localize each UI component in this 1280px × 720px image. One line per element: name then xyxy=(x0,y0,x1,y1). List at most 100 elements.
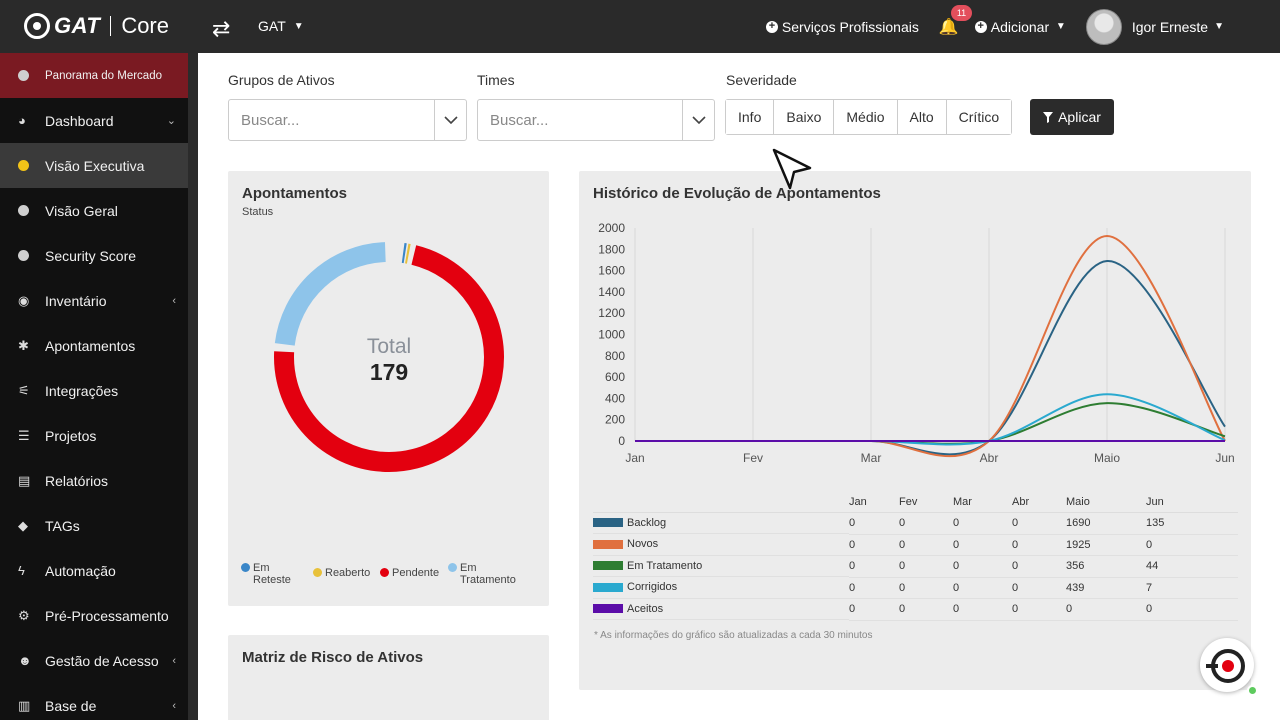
asset-groups-select[interactable]: Buscar... xyxy=(228,99,467,141)
sidebar-item-label: Gestão de Acesso xyxy=(45,652,159,669)
value-cell: 0 xyxy=(953,512,1012,535)
sidebar-item-integrations[interactable]: ⚟ Integrações xyxy=(0,368,188,413)
severity-medium-button[interactable]: Médio xyxy=(834,100,898,134)
series-line[interactable] xyxy=(635,234,1226,458)
series-label: Em Tratamento xyxy=(627,559,703,572)
sidebar-item-overview[interactable]: Visão Geral xyxy=(0,188,188,233)
switch-arrows-icon[interactable]: ⇄ xyxy=(212,16,231,41)
avatar[interactable] xyxy=(1085,8,1122,45)
caret-down-icon: ▼ xyxy=(293,20,304,32)
legend-label: Em Reteste xyxy=(253,562,291,586)
sidebar-item-inventory[interactable]: ◉ Inventário ‹ xyxy=(0,278,188,323)
donut-slice[interactable] xyxy=(274,242,386,346)
severity-critical-button[interactable]: Crítico xyxy=(946,100,1012,134)
sidebar-item-tags[interactable]: ◆ TAGs xyxy=(0,503,188,548)
x-tick-label: Maio xyxy=(1094,451,1120,465)
x-tick-label: Abr xyxy=(980,451,999,465)
value-cell: 0 xyxy=(1012,598,1066,621)
legend-label: Pendente xyxy=(392,567,440,579)
status-donut-chart: Total 179 xyxy=(274,242,504,472)
donut-total-value: 179 xyxy=(370,359,408,385)
notifications-button[interactable]: 🔔 11 xyxy=(939,4,973,37)
legend-item[interactable]: Em Tratamento xyxy=(448,562,528,586)
severity-low-button[interactable]: Baixo xyxy=(774,100,835,134)
sidebar-gutter xyxy=(188,53,198,720)
sidebar-item-label: Inventário xyxy=(45,292,107,309)
teams-select[interactable]: Buscar... xyxy=(477,99,715,141)
circle-icon xyxy=(18,205,29,216)
value-cell: 0 xyxy=(849,534,899,556)
sidebar-item-automation[interactable]: ϟ Automação xyxy=(0,548,188,593)
value-cell: 1690 xyxy=(1066,512,1146,535)
chart-footnote: * As informações do gráfico são atualiza… xyxy=(594,630,873,641)
table-row: Backlog 0 0 0 0 1690 135 xyxy=(593,512,1238,535)
chevron-left-icon: ‹ xyxy=(172,654,176,667)
y-tick-label: 600 xyxy=(605,370,625,384)
apply-label: Aplicar xyxy=(1058,109,1101,125)
legend-item[interactable]: Pendente xyxy=(380,567,439,579)
asset-groups-placeholder: Buscar... xyxy=(241,111,300,129)
sidebar-item-access-management[interactable]: ☻ Gestão de Acesso ‹ xyxy=(0,638,188,683)
donut-slice[interactable] xyxy=(274,245,504,472)
severity-high-button[interactable]: Alto xyxy=(897,100,947,134)
logo-divider xyxy=(110,16,112,36)
support-chat-widget[interactable] xyxy=(1200,638,1254,692)
y-tick-label: 1000 xyxy=(598,328,625,342)
value-cell: 0 xyxy=(1012,534,1066,556)
user-menu[interactable]: Igor Erneste ▼ xyxy=(1132,19,1224,35)
y-tick-label: 400 xyxy=(605,391,625,405)
sidebar-item-market-overview[interactable]: Panorama do Mercado xyxy=(0,53,188,98)
circle-icon xyxy=(18,250,29,261)
x-tick-label: Fev xyxy=(743,451,763,465)
y-tick-label: 1600 xyxy=(598,264,625,278)
value-cell: 0 xyxy=(953,555,1012,578)
severity-info-button[interactable]: Info xyxy=(726,100,775,134)
organization-select[interactable]: GAT ▼ xyxy=(258,18,304,34)
value-cell: 0 xyxy=(899,577,953,599)
sidebar-item-label: Projetos xyxy=(45,427,97,444)
severity-label: Severidade xyxy=(726,72,797,88)
sidebar-item-knowledge-base[interactable]: ▥ Base de ‹ xyxy=(0,683,188,720)
series-name-cell: Backlog xyxy=(593,513,849,534)
chevron-down-icon: ⌄ xyxy=(166,115,176,127)
series-line[interactable] xyxy=(635,402,1226,445)
professional-services-link[interactable]: + Serviços Profissionais xyxy=(765,18,919,35)
plus-circle-icon: + xyxy=(974,20,987,33)
add-label: Adicionar xyxy=(990,18,1050,35)
add-menu-button[interactable]: + Adicionar ▼ xyxy=(974,18,1066,35)
legend-item[interactable]: Em Reteste xyxy=(241,562,301,586)
sidebar-item-label: Panorama do Mercado xyxy=(45,69,162,82)
file-icon: ▤ xyxy=(18,472,31,488)
value-cell: 0 xyxy=(849,512,899,535)
sidebar-item-projects[interactable]: ☰ Projetos xyxy=(0,413,188,458)
y-tick-label: 1400 xyxy=(598,285,625,299)
book-icon: ▥ xyxy=(18,697,31,713)
sidebar-item-executive-view[interactable]: Visão Executiva xyxy=(0,143,188,188)
table-row: Aceitos 0 0 0 0 0 0 xyxy=(593,598,1238,621)
series-label: Aceitos xyxy=(627,602,664,615)
chevron-down-icon[interactable] xyxy=(434,100,466,140)
apply-filter-button[interactable]: Aplicar xyxy=(1030,99,1114,135)
users-icon: ☻ xyxy=(18,653,32,668)
professional-services-label: Serviços Profissionais xyxy=(781,18,919,35)
sidebar-item-dashboard[interactable]: ◕ Dashboard ⌄ xyxy=(0,98,188,143)
value-cell: 0 xyxy=(899,512,953,535)
circle-icon xyxy=(18,70,29,81)
x-tick-label: Jun xyxy=(1215,451,1234,465)
value-cell: 0 xyxy=(899,534,953,556)
legend-item[interactable]: Reaberto xyxy=(313,567,370,579)
card-subtitle: Status xyxy=(242,206,274,218)
column-header: Jan xyxy=(849,492,899,513)
value-cell: 0 xyxy=(1146,598,1238,621)
series-line[interactable] xyxy=(635,260,1226,456)
logo[interactable]: GAT Core xyxy=(24,13,169,39)
sidebar-item-security-score[interactable]: Security Score xyxy=(0,233,188,278)
card-title: Matriz de Risco de Ativos xyxy=(242,649,424,666)
user-name: Igor Erneste xyxy=(1131,18,1209,35)
sidebar-item-preprocessing[interactable]: ⚙ Pré-Processamento xyxy=(0,593,188,638)
series-line[interactable] xyxy=(635,393,1226,446)
chevron-left-icon: ‹ xyxy=(172,294,176,307)
sidebar-item-findings[interactable]: ✱ Apontamentos xyxy=(0,323,188,368)
chevron-down-icon[interactable] xyxy=(682,100,714,140)
sidebar-item-reports[interactable]: ▤ Relatórios xyxy=(0,458,188,503)
